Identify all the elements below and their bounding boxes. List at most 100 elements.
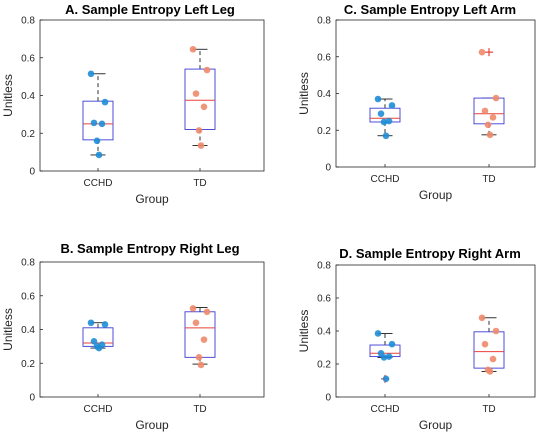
plot-frame <box>39 261 265 398</box>
data-point <box>478 48 486 56</box>
data-point <box>478 314 486 322</box>
data-point <box>481 107 489 115</box>
y-tick-label: 0.6 <box>317 294 331 305</box>
chart-panel: C. Sample Entropy Left Arm 0 0.2 0.4 0.6 0.8 U… <box>297 2 536 202</box>
y-axis-label: Unitless <box>1 308 15 351</box>
data-point <box>95 151 103 159</box>
chart-title: D. Sample Entropy Right Arm <box>339 246 521 261</box>
x-tick-label: CCHD <box>84 178 113 189</box>
box-iqr <box>184 68 216 130</box>
data-point <box>492 94 500 102</box>
y-tick-label: 0.6 <box>21 53 35 64</box>
box-group: TD <box>184 305 216 415</box>
data-point <box>203 66 211 74</box>
box-iqr <box>473 97 505 125</box>
data-point <box>197 361 205 369</box>
x-axis-label: Group <box>419 188 453 202</box>
data-point <box>486 368 494 375</box>
chart-panel: B. Sample Entropy Right Leg 0 0.2 0.4 0.6 0.8… <box>1 241 265 432</box>
box-group: TD <box>473 48 505 185</box>
chart-title: B. Sample Entropy Right Leg <box>60 241 239 256</box>
data-point <box>90 119 98 127</box>
data-point <box>195 354 203 361</box>
y-tick-label: 0.4 <box>317 89 331 100</box>
data-point <box>388 340 396 348</box>
y-axis-label: Unitless <box>1 74 15 117</box>
y-tick-label: 0.8 <box>21 16 35 27</box>
y-axis-label: Unitless <box>297 310 311 353</box>
box-iqr <box>82 100 114 141</box>
box-group: TD <box>184 45 216 189</box>
y-tick-label: 0.8 <box>317 16 331 27</box>
box-iqr <box>473 331 505 369</box>
plot-frame <box>335 19 536 168</box>
data-point <box>192 319 200 327</box>
data-point <box>380 118 388 126</box>
y-tick-label: 0 <box>325 163 331 174</box>
y-tick-label: 0.2 <box>317 360 331 371</box>
data-point <box>377 110 385 118</box>
x-tick-label: TD <box>482 404 495 415</box>
y-tick-label: 0.4 <box>21 325 35 336</box>
data-point <box>98 120 106 128</box>
y-tick-label: 0.4 <box>21 91 35 102</box>
data-point <box>87 70 95 78</box>
x-tick-label: CCHD <box>84 404 113 415</box>
y-tick-label: 0 <box>325 393 331 404</box>
plot-frame <box>335 264 536 398</box>
data-point <box>93 137 101 145</box>
y-tick-label: 0.6 <box>21 291 35 302</box>
data-point <box>382 375 390 383</box>
y-tick-label: 0.2 <box>317 126 331 137</box>
box-group: TD <box>473 314 505 415</box>
x-axis-label: Group <box>419 418 453 432</box>
data-point <box>382 132 390 140</box>
box-group: CCHD <box>369 330 401 415</box>
x-axis-label: Group <box>135 418 169 432</box>
x-tick-label: CCHD <box>371 174 400 185</box>
data-point <box>489 355 497 363</box>
data-point <box>189 45 197 53</box>
x-tick-label: TD <box>482 174 495 185</box>
x-tick-label: TD <box>193 404 206 415</box>
y-tick-label: 0.4 <box>317 327 331 338</box>
y-tick-label: 0.2 <box>21 129 35 140</box>
data-point <box>380 354 388 361</box>
y-tick-label: 0.6 <box>317 52 331 63</box>
y-axis-label: Unitless <box>297 72 311 115</box>
data-point <box>195 127 203 134</box>
plot-frame <box>39 19 265 172</box>
box-group: CCHD <box>82 319 114 415</box>
data-point <box>203 308 211 316</box>
data-point <box>385 117 393 125</box>
y-tick-label: 0.2 <box>21 359 35 370</box>
data-point <box>101 98 109 106</box>
data-point <box>197 142 205 149</box>
y-tick-label: 0 <box>29 393 35 404</box>
data-point <box>385 353 393 360</box>
data-point <box>87 319 95 327</box>
data-point <box>192 90 200 97</box>
y-tick-label: 0.8 <box>21 258 35 269</box>
x-axis-label: Group <box>135 192 169 206</box>
chart-title: A. Sample Entropy Left Leg <box>65 2 235 17</box>
y-tick-label: 0 <box>29 167 35 178</box>
data-point <box>200 336 208 343</box>
outlier-marker <box>485 48 493 57</box>
box-iqr <box>184 311 216 358</box>
data-point <box>486 131 494 139</box>
x-tick-label: TD <box>193 178 206 189</box>
data-point <box>388 102 396 109</box>
chart-panel: D. Sample Entropy Right Arm 0 0.2 0.4 0.6 0.8… <box>297 246 536 432</box>
data-point <box>95 344 103 352</box>
chart-panel: A. Sample Entropy Left Leg 0 0.2 0.4 0.6 0.8 U… <box>1 2 265 206</box>
data-point <box>90 338 98 345</box>
data-point <box>200 103 208 111</box>
data-point <box>101 321 109 328</box>
data-point <box>189 305 197 312</box>
y-tick-label: 0.8 <box>317 261 331 272</box>
data-point <box>374 330 382 337</box>
data-point <box>492 327 500 335</box>
data-point <box>481 340 489 348</box>
